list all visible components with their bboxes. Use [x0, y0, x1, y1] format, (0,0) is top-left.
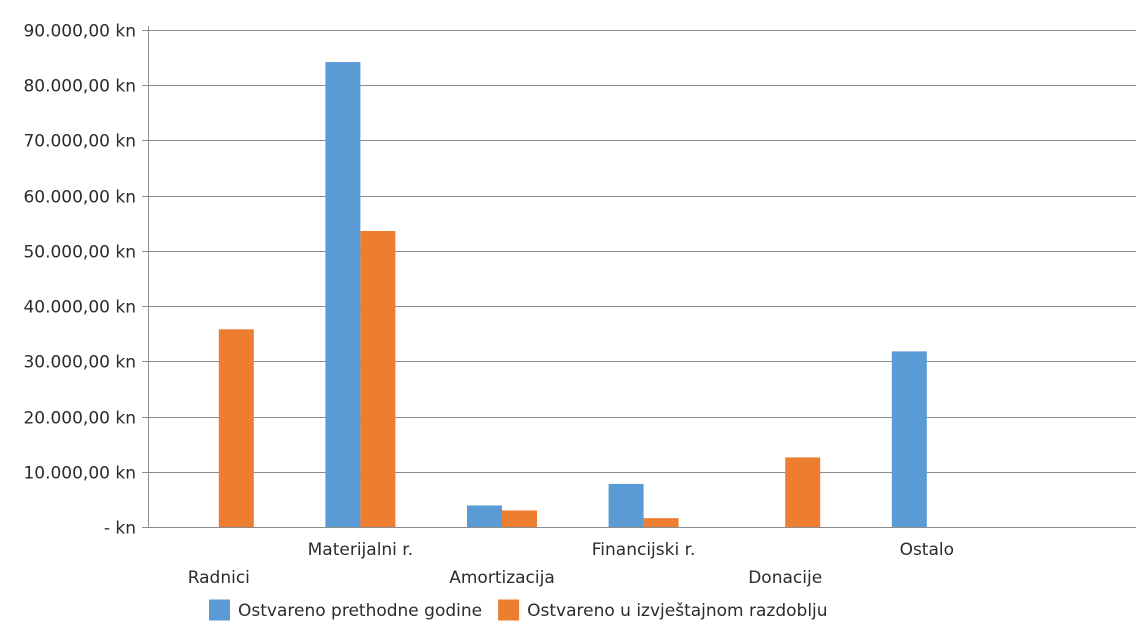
bar-reporting-period	[502, 510, 537, 527]
bar-reporting-period	[218, 329, 254, 527]
y-tick-label: 90.000,00 kn	[23, 22, 136, 42]
y-tick-label: 10.000,00 kn	[23, 464, 136, 484]
y-tick-label: 30.000,00 kn	[23, 353, 136, 373]
legend: Ostvareno prethodne godine Ostvareno u iz…	[209, 599, 828, 621]
y-tick-label: 50.000,00 kn	[23, 243, 136, 263]
y-tick-label: - kn	[104, 519, 136, 539]
y-tick-label: 60.000,00 kn	[23, 188, 136, 208]
gridlines	[142, 26, 1136, 528]
category-label: Amortizacija	[449, 568, 555, 588]
bar-previous-year	[325, 62, 361, 527]
y-tick-label: 40.000,00 kn	[23, 298, 136, 318]
x-axis-category-labels: Radnici Materijalni r. Amortizacija Financi…	[188, 540, 954, 588]
category-label: Donacije	[748, 568, 822, 588]
category-label: Ostalo	[900, 540, 954, 560]
legend-swatch	[209, 599, 230, 621]
bar-previous-year	[608, 483, 644, 527]
legend-label: Ostvareno prethodne godine	[238, 601, 482, 621]
bar-previous-year	[891, 351, 927, 527]
bar-reporting-period	[360, 231, 396, 527]
legend-label: Ostvareno u izvještajnom razdoblju	[527, 601, 827, 621]
y-tick-label: 70.000,00 kn	[23, 132, 136, 152]
category-label: Materijalni r.	[308, 540, 414, 560]
legend-swatch	[498, 599, 520, 621]
bars	[218, 62, 927, 527]
y-tick-label: 80.000,00 kn	[23, 77, 136, 97]
y-axis-tick-labels: - kn 10.000,00 kn 20.000,00 kn 30.000,00 kn…	[23, 22, 136, 539]
bar-reporting-period	[643, 518, 679, 527]
category-label: Radnici	[188, 568, 250, 588]
category-label: Financijski r.	[592, 540, 696, 560]
bar-reporting-period	[785, 457, 821, 527]
bar-previous-year	[467, 505, 502, 527]
y-tick-label: 20.000,00 kn	[23, 409, 136, 429]
